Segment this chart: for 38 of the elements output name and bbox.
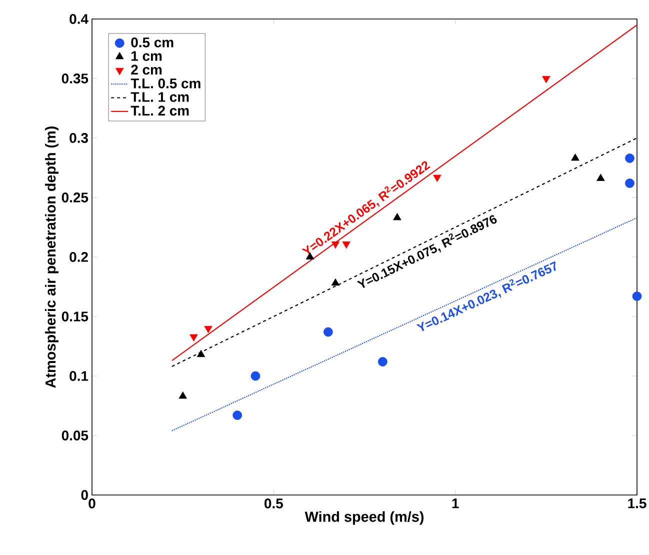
- point: [323, 327, 333, 337]
- legend-label: 2 cm: [131, 64, 162, 75]
- x-tick-label: 0: [88, 498, 96, 508]
- y-tick-label: 0: [81, 490, 88, 500]
- point: [178, 392, 187, 399]
- legend-label: 1 cm: [132, 51, 162, 61]
- x-tick-label: 1: [452, 498, 459, 508]
- x-tick-label: 1.5: [628, 498, 646, 508]
- y-tick-label: 0.1: [70, 371, 88, 381]
- point: [625, 154, 634, 163]
- y-tick-label: 0.2: [70, 252, 88, 262]
- point: [625, 178, 634, 188]
- y-tick-label: 0.25: [62, 192, 88, 202]
- point: [196, 350, 206, 358]
- y-axis-title: Atmospheric air penetration depth (m): [45, 126, 58, 388]
- legend-label: T.L. 0.5 cm: [130, 78, 200, 88]
- y-tick-label: 0.3: [70, 133, 88, 143]
- legend-label: T.L. 1 cm: [130, 92, 189, 102]
- point: [632, 292, 642, 301]
- point: [250, 371, 260, 381]
- point: [204, 326, 212, 334]
- y-tick-label: 0.35: [62, 74, 88, 84]
- legend-label: 0.5 cm: [131, 37, 174, 48]
- point: [331, 278, 340, 286]
- point: [542, 76, 550, 84]
- point: [571, 154, 580, 161]
- point: [232, 410, 242, 420]
- y-tick-label: 0.15: [62, 312, 88, 322]
- x-tick-label: 0.5: [264, 498, 283, 508]
- legend-label: T.L. 2 cm: [130, 106, 189, 116]
- y-tick-label: 0.4: [70, 14, 88, 24]
- point: [190, 334, 198, 342]
- point: [596, 174, 605, 181]
- point: [433, 174, 442, 182]
- point: [378, 357, 388, 366]
- point: [393, 213, 402, 220]
- y-tick-label: 0.05: [62, 430, 88, 440]
- x-axis-title: Wind speed (m/s): [304, 511, 424, 525]
